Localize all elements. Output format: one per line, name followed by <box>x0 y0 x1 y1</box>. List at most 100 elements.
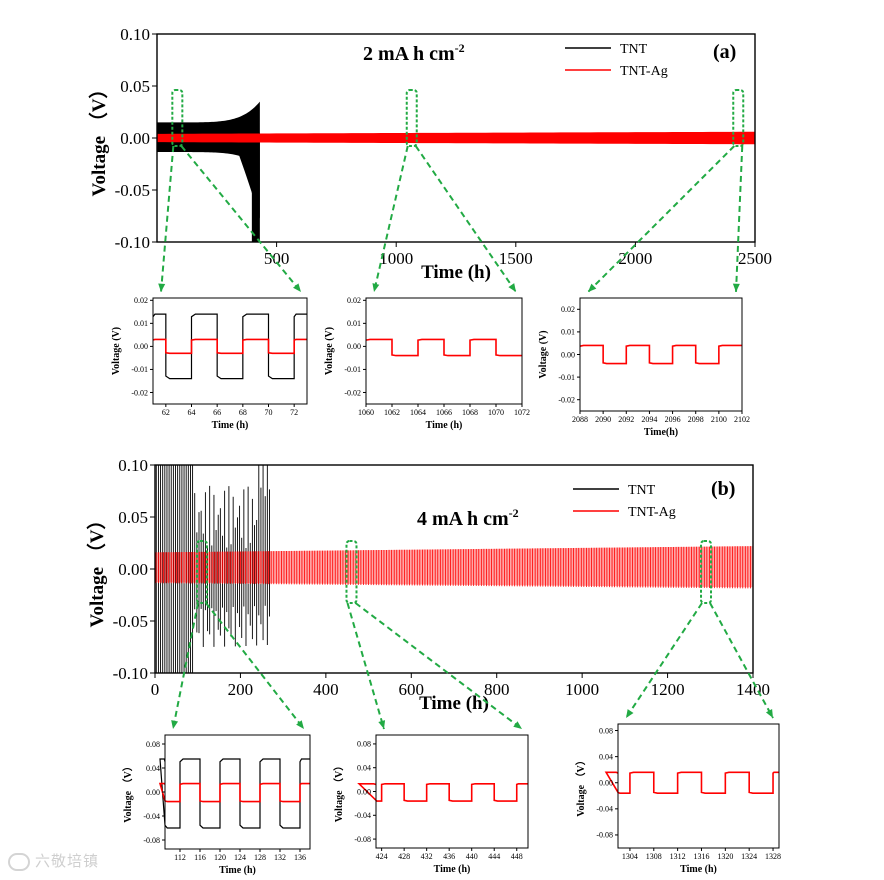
y-tick-label: 0.08 <box>146 740 160 749</box>
y-tick-label: -0.02 <box>558 396 575 405</box>
y-tick-label: 0.00 <box>120 129 150 148</box>
zoom-arrowhead <box>626 709 634 718</box>
zoom-connector <box>625 602 703 719</box>
zoom-region-marker <box>732 89 745 147</box>
x-axis-label: Time (h) <box>212 420 249 431</box>
zoom-overlays <box>158 89 774 730</box>
x-tick-label: 400 <box>313 680 339 699</box>
capacity-superscript: -2 <box>509 506 519 520</box>
y-tick-label: -0.08 <box>596 831 613 840</box>
x-tick-label: 1320 <box>717 852 733 861</box>
x-tick-label: 1316 <box>693 852 709 861</box>
series-line-tnt-ag <box>365 338 522 357</box>
x-tick-label: 1072 <box>514 408 530 417</box>
plot-frame <box>164 734 311 850</box>
y-tick-label: 0.02 <box>134 296 148 305</box>
inset-b-in3: 1304 1308 1312 1316 1320 1324 1328 -0.08 -0.04 0.… <box>574 723 781 875</box>
inset-a-in1: 62 64 66 68 70 72 -0.02 -0.01 0.00 0.01 0.02 Time (… <box>111 296 308 431</box>
x-tick-label: 1070 <box>488 408 504 417</box>
zoom-connector <box>354 602 523 730</box>
x-axis-label: Time (h) <box>426 420 463 431</box>
x-tick-label: 800 <box>484 680 510 699</box>
zoom-connector <box>587 145 735 293</box>
inset-b-in2: 424 428 432 436 440 444 448 -0.08 -0.04 0.00 0.04 0… <box>332 734 529 875</box>
y-tick-label: -0.02 <box>344 388 361 397</box>
x-tick-label: 128 <box>254 853 266 862</box>
y-tick-label: 0.01 <box>561 328 575 337</box>
x-tick-label: 1064 <box>410 408 426 417</box>
x-tick-label: 120 <box>214 853 226 862</box>
x-tick-label: 1000 <box>379 249 413 268</box>
panel-label: (b) <box>711 478 735 500</box>
series-line-tnt-ag <box>158 782 310 803</box>
y-tick-label: 0.10 <box>120 25 150 44</box>
y-tick-label: 0.00 <box>347 342 361 351</box>
x-tick-label: 2090 <box>595 415 611 424</box>
y-tick-label: -0.10 <box>113 664 148 683</box>
x-tick-label: 1066 <box>436 408 452 417</box>
x-tick-label: 444 <box>488 852 500 861</box>
y-tick-label: -0.08 <box>354 835 371 844</box>
chart-panel-a: 500 1000 1500 2000 2500 -0.10 -0.05 0.00 0.05 0.1… <box>87 25 772 283</box>
legend-label: TNT-Ag <box>620 64 668 79</box>
x-tick-label: 124 <box>234 853 246 862</box>
series-line-tnt-ag <box>579 344 742 365</box>
x-tick-label: 2094 <box>641 415 657 424</box>
x-tick-label: 70 <box>265 408 273 417</box>
x-tick-label: 66 <box>213 408 221 417</box>
y-tick-label: -0.01 <box>131 365 148 374</box>
x-tick-label: 436 <box>443 852 455 861</box>
x-axis-label: Time (h) <box>680 864 717 875</box>
x-tick-label: 2098 <box>688 415 704 424</box>
series-line-tnt-ag <box>357 782 528 802</box>
watermark-logo-icon <box>8 852 30 871</box>
inset-a-in2: 1060 1062 1064 1066 1068 1070 1072 -0.02 -0.01 0.… <box>324 296 530 431</box>
tnt-ag-band <box>157 131 755 145</box>
x-tick-label: 1068 <box>462 408 478 417</box>
y-tick-label: 0.04 <box>599 752 613 761</box>
y-tick-label: -0.04 <box>354 811 371 820</box>
x-tick-label: 2096 <box>665 415 681 424</box>
panel-label: (a) <box>713 41 736 63</box>
zoom-arrowhead <box>372 283 380 292</box>
x-tick-label: 2000 <box>618 249 652 268</box>
x-tick-label: 432 <box>421 852 433 861</box>
x-tick-label: 200 <box>228 680 254 699</box>
zoom-connector <box>160 145 175 293</box>
y-tick-label: 0.05 <box>120 77 150 96</box>
capacity-annotation: 2 mA h cm-2 <box>363 41 465 65</box>
zoom-connector <box>346 602 385 730</box>
x-tick-label: 1324 <box>741 852 757 861</box>
x-axis-label: Time (h) <box>219 865 256 876</box>
y-tick-label: 0.00 <box>118 560 148 579</box>
series-line-tnt-ag <box>604 771 779 794</box>
zoom-arrowhead <box>296 720 304 729</box>
x-tick-label: 2100 <box>711 415 727 424</box>
plot-frame <box>152 297 308 405</box>
x-tick-label: 1328 <box>765 852 781 861</box>
y-axis-label: Voltage (V) <box>538 330 549 378</box>
y-tick-label: 0.02 <box>561 305 575 314</box>
x-axis-label: Time(h) <box>644 427 678 438</box>
y-tick-label: -0.04 <box>596 805 613 814</box>
y-tick-label: 0.04 <box>146 764 160 773</box>
series-line-tnt-ag <box>152 338 307 355</box>
zoom-arrowhead <box>513 721 522 729</box>
x-tick-label: 424 <box>376 852 388 861</box>
zoom-arrowhead <box>158 283 166 292</box>
y-tick-label: -0.04 <box>143 812 160 821</box>
zoom-region-marker <box>195 540 208 604</box>
plot-frame <box>375 734 529 849</box>
y-tick-label: 0.00 <box>134 342 148 351</box>
x-tick-label: 600 <box>399 680 425 699</box>
zoom-arrowhead <box>765 709 773 718</box>
x-axis-label: Time (h) <box>419 693 489 714</box>
zoom-arrowhead <box>378 720 386 729</box>
y-tick-label: -0.01 <box>558 373 575 382</box>
x-tick-label: 112 <box>174 853 186 862</box>
y-axis-label: Voltage （V） <box>87 80 110 197</box>
inset-b-in1: 112 116 120 124 128 132 136 -0.08 -0.04 0.00 0.04 0… <box>121 734 311 876</box>
y-tick-label: -0.05 <box>113 612 148 631</box>
capacity-annotation: 4 mA h cm-2 <box>417 506 519 530</box>
y-axis-label: Voltage （V） <box>85 511 108 628</box>
